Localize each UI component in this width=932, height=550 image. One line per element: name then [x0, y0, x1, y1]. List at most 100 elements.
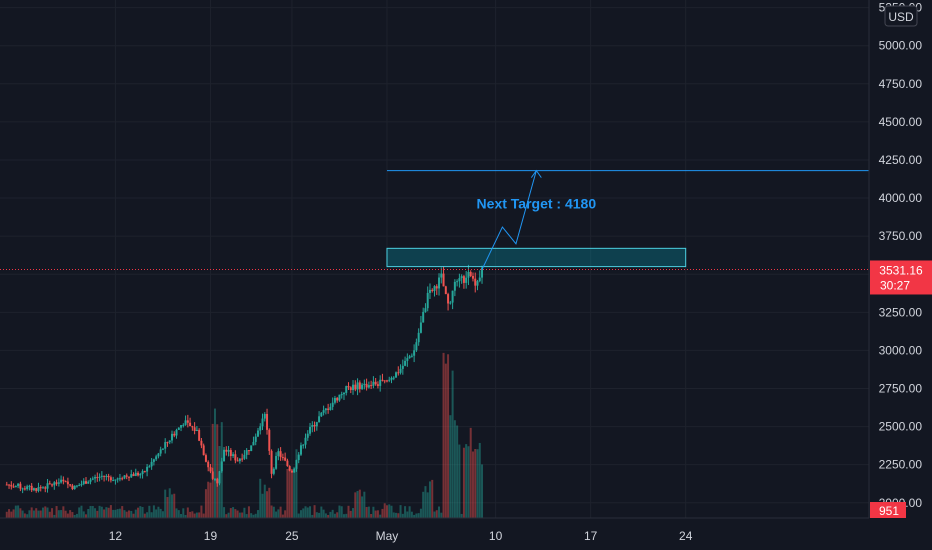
- candle-body: [32, 488, 35, 491]
- candle-body: [80, 484, 83, 486]
- candle-body: [327, 408, 330, 410]
- volume-bar: [354, 492, 357, 518]
- volume-bar: [392, 512, 395, 518]
- volume-bar: [143, 513, 146, 518]
- volume-bar: [186, 507, 189, 518]
- candle-body: [270, 450, 273, 474]
- volume-bar: [5, 511, 8, 518]
- volume-bar: [62, 506, 65, 518]
- volume-bar: [159, 508, 162, 518]
- volume-bar: [465, 444, 468, 518]
- candle-body: [155, 456, 158, 460]
- volume-bar: [202, 513, 205, 518]
- volume-bar: [204, 489, 207, 518]
- volume-bar: [182, 508, 185, 518]
- volume-bar: [71, 512, 74, 518]
- volume-bar: [281, 514, 284, 518]
- candle-body: [127, 476, 130, 478]
- candle-body: [51, 484, 54, 486]
- candle-body: [467, 271, 470, 278]
- candle-body: [288, 466, 291, 471]
- candle-body: [304, 437, 307, 445]
- candle-body: [322, 410, 325, 413]
- x-tick-label: 10: [489, 529, 503, 543]
- volume-bar: [60, 510, 63, 518]
- candle-body: [399, 368, 402, 373]
- candle-body: [354, 384, 357, 390]
- volume-bar: [270, 505, 273, 518]
- candle-body: [200, 440, 203, 446]
- volume-bar: [12, 509, 15, 518]
- volume-bar: [44, 506, 47, 518]
- volume-bar: [118, 508, 121, 518]
- candle-body: [211, 471, 214, 479]
- candle-body: [213, 478, 216, 480]
- y-tick-label: 5000.00: [879, 39, 923, 53]
- candle-body: [315, 422, 318, 427]
- volume-bar: [363, 491, 366, 518]
- y-tick-label: 4750.00: [879, 77, 923, 91]
- volume-bar: [467, 446, 470, 518]
- candle-body: [311, 425, 314, 427]
- volume-bar: [170, 494, 173, 518]
- candle-body: [21, 488, 24, 490]
- candle-body: [256, 430, 259, 437]
- candle-body: [422, 311, 425, 323]
- volume-bar: [478, 442, 481, 518]
- candle-body: [28, 485, 31, 487]
- candle-body: [302, 444, 305, 446]
- candle-body: [184, 420, 187, 425]
- volume-bar: [100, 506, 103, 518]
- projection-path[interactable]: [481, 170, 537, 270]
- currency-badge[interactable]: [884, 5, 918, 27]
- candle-body: [320, 412, 323, 417]
- candle-body: [14, 486, 17, 488]
- volume-bar: [10, 511, 13, 518]
- volume-bar: [14, 505, 17, 518]
- candle-body: [254, 436, 257, 442]
- candle-body: [293, 468, 296, 473]
- candle-body: [458, 278, 461, 282]
- candle-body: [388, 379, 391, 381]
- candle-body: [279, 451, 282, 458]
- x-tick-label: May: [376, 529, 399, 543]
- candle-body: [309, 426, 312, 434]
- candle-body: [180, 425, 183, 428]
- candle-body: [82, 481, 85, 485]
- candle-body: [358, 382, 361, 390]
- volume-bar: [69, 510, 72, 518]
- volume-bar: [438, 506, 441, 518]
- volume-bar: [207, 481, 210, 518]
- candle-body: [148, 466, 151, 468]
- volume-bar: [46, 507, 49, 518]
- volume-bar: [259, 478, 262, 518]
- resistance-zone[interactable]: [386, 247, 687, 268]
- volume-bar: [469, 427, 472, 518]
- candle-body: [340, 394, 343, 396]
- annotations[interactable]: Next Target : 4180: [0, 169, 869, 270]
- target-label[interactable]: Next Target : 4180: [477, 196, 597, 212]
- volume-bars: [5, 352, 484, 518]
- candle-body: [17, 483, 20, 487]
- y-tick-label: 2750.00: [879, 382, 923, 396]
- candle-body: [112, 480, 115, 482]
- volume-bar: [75, 513, 78, 518]
- volume-bar: [481, 464, 484, 518]
- candle-body: [347, 386, 350, 388]
- candle-body: [379, 379, 382, 386]
- candle-body: [299, 445, 302, 455]
- volume-bar: [116, 509, 119, 518]
- volume-bar: [23, 513, 26, 518]
- candle-body: [295, 460, 298, 469]
- volume-bar: [141, 506, 144, 518]
- candle-body: [374, 381, 377, 385]
- candle-body: [297, 454, 300, 461]
- volume-bar: [444, 363, 447, 518]
- candle-body: [456, 281, 459, 283]
- candle-body: [372, 381, 375, 386]
- candle-body: [159, 449, 162, 454]
- volume-bar: [376, 510, 379, 518]
- candle-body: [272, 468, 275, 474]
